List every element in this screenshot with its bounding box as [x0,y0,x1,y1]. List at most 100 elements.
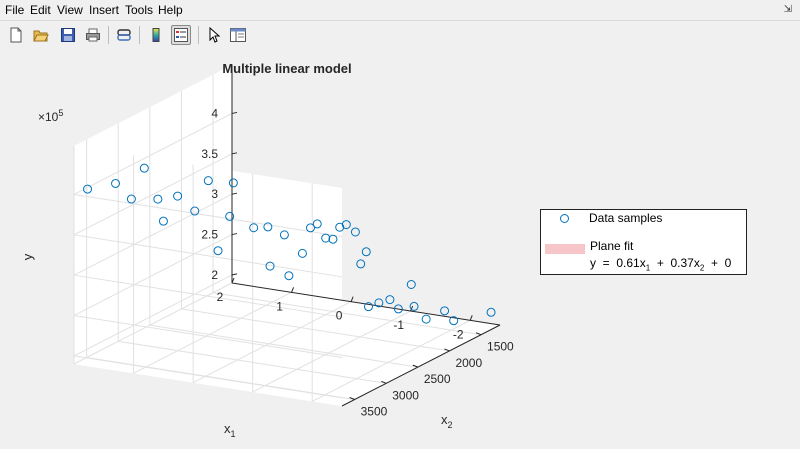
x1-tick [231,277,235,284]
data-sample-point[interactable] [406,279,416,289]
select-arrow-icon[interactable] [204,25,224,45]
open-file-icon[interactable] [31,25,51,45]
y-exponent-label: ×105 [38,108,63,124]
menu-tools[interactable]: Tools [125,3,154,17]
plot-3d[interactable]: 2 2.5 3 3.5 4 2 1 0 -1 -2 1500 2000 2500 3000 3500 Mul… [0,49,800,449]
undock-icon[interactable]: ⇲ [783,4,792,15]
data-sample-point[interactable] [374,298,384,308]
side-wall-pane [74,65,232,364]
axes: 2 2.5 3 3.5 4 2 1 0 -1 -2 1500 2000 2500 3000 3500 [201,65,514,419]
x2-tick-label: 2000 [455,356,482,370]
x2-tick-label: 1500 [487,340,514,354]
data-sample-point[interactable] [190,206,200,216]
grid-line [73,274,233,357]
x1-tick-label: 1 [276,299,283,313]
save-icon[interactable] [58,25,78,45]
new-figure-icon[interactable] [6,25,26,45]
legend-icon[interactable] [171,25,191,45]
menu-view[interactable]: View [57,3,83,17]
grid-line [181,308,450,352]
data-sample-point[interactable] [421,314,431,324]
x2-tick-label: 3000 [392,388,419,402]
data-sample-point[interactable] [203,176,213,186]
data-sample-point[interactable] [265,261,275,271]
legend-equation: y = 0.61x1 + 0.37x2 + 0 [590,256,732,273]
data-sample-point[interactable] [297,248,307,258]
x1-tick [469,315,473,321]
data-sample-point[interactable] [335,222,345,232]
toolbar [0,20,800,50]
menu-edit[interactable]: Edit [30,3,51,17]
grid-line [149,324,418,368]
data-sample-point[interactable] [440,306,450,316]
data-sample-point[interactable] [385,295,395,305]
x1-tick-label: -1 [393,318,404,332]
legend-box[interactable]: Data samples Plane fit y = 0.61x1 + 0.37… [540,209,747,275]
toolbar-separator [139,26,140,44]
y-tick-label: 3.5 [201,147,218,161]
data-sample-point[interactable] [328,234,338,244]
figure-canvas[interactable]: 2 2.5 3 3.5 4 2 1 0 -1 -2 1500 2000 2500 3000 3500 Mul… [0,49,800,449]
grid-line [73,193,233,276]
print-icon[interactable] [83,25,103,45]
legend-plane-fit: Plane fit [590,239,634,253]
data-sample-point[interactable] [393,304,403,314]
data-sample-point[interactable] [361,247,371,257]
grid-line [73,234,233,317]
data-sample-point[interactable] [449,316,459,326]
x2-tick [349,397,355,400]
data-sample-point[interactable] [409,301,419,311]
toolbar-separator [198,26,199,44]
legend-plane-swatch [545,244,585,254]
y-tick-label: 4 [211,106,218,120]
grid-line [73,112,233,195]
x1-tick [350,296,354,302]
data-sample-point[interactable] [225,211,235,221]
x2-tick-label: 2500 [424,372,451,386]
data-sample-point[interactable] [111,178,121,188]
menu-insert[interactable]: Insert [89,3,120,17]
x2-axis-line [341,324,501,407]
chart-title: Multiple linear model [222,61,351,76]
property-inspector-icon[interactable] [228,25,248,45]
toolbar-separator [108,26,109,44]
data-sample-point[interactable] [139,163,149,173]
data-sample-point[interactable] [284,271,294,281]
x2-tick [412,364,419,368]
data-sample-point[interactable] [279,230,289,240]
colorbar-icon[interactable] [146,25,166,45]
menu-file[interactable]: File [5,3,25,17]
grid-line [212,292,482,336]
data-sample-point[interactable] [249,223,259,233]
legend-data-samples: Data samples [589,211,663,225]
data-sample-point[interactable] [363,302,373,312]
data-sample-point[interactable] [321,233,331,243]
data-sample-point[interactable] [486,307,496,317]
x1-axis-line [231,282,501,326]
data-sample-point[interactable] [341,220,351,230]
y-tick [231,152,238,155]
data-sample-point[interactable] [312,219,322,229]
data-sample-point[interactable] [228,178,238,188]
data-sample-point[interactable] [350,227,360,237]
y-tick [231,192,238,195]
link-plot-icon[interactable] [114,25,134,45]
menu-bar: File Edit View Insert Tools Help ⇲ [0,0,800,20]
y-tick [231,111,238,114]
data-sample-point[interactable] [213,246,223,256]
grid-line [252,310,411,393]
menu-help[interactable]: Help [158,3,183,17]
data-sample-point[interactable] [356,259,366,269]
data-sample-point[interactable] [153,194,163,204]
data-sample-point[interactable] [83,184,93,194]
data-sample-point[interactable] [126,194,136,204]
legend-marker-circle [560,214,569,223]
x1-axis-label: x1 [224,421,236,439]
data-sample-point[interactable] [305,223,315,233]
grid-line [133,291,292,374]
x1-tick [291,287,295,293]
x1-tick-label: 2 [217,290,224,304]
data-sample-point[interactable] [173,191,183,201]
data-sample-point[interactable] [263,222,273,232]
data-sample-point[interactable] [158,216,168,226]
